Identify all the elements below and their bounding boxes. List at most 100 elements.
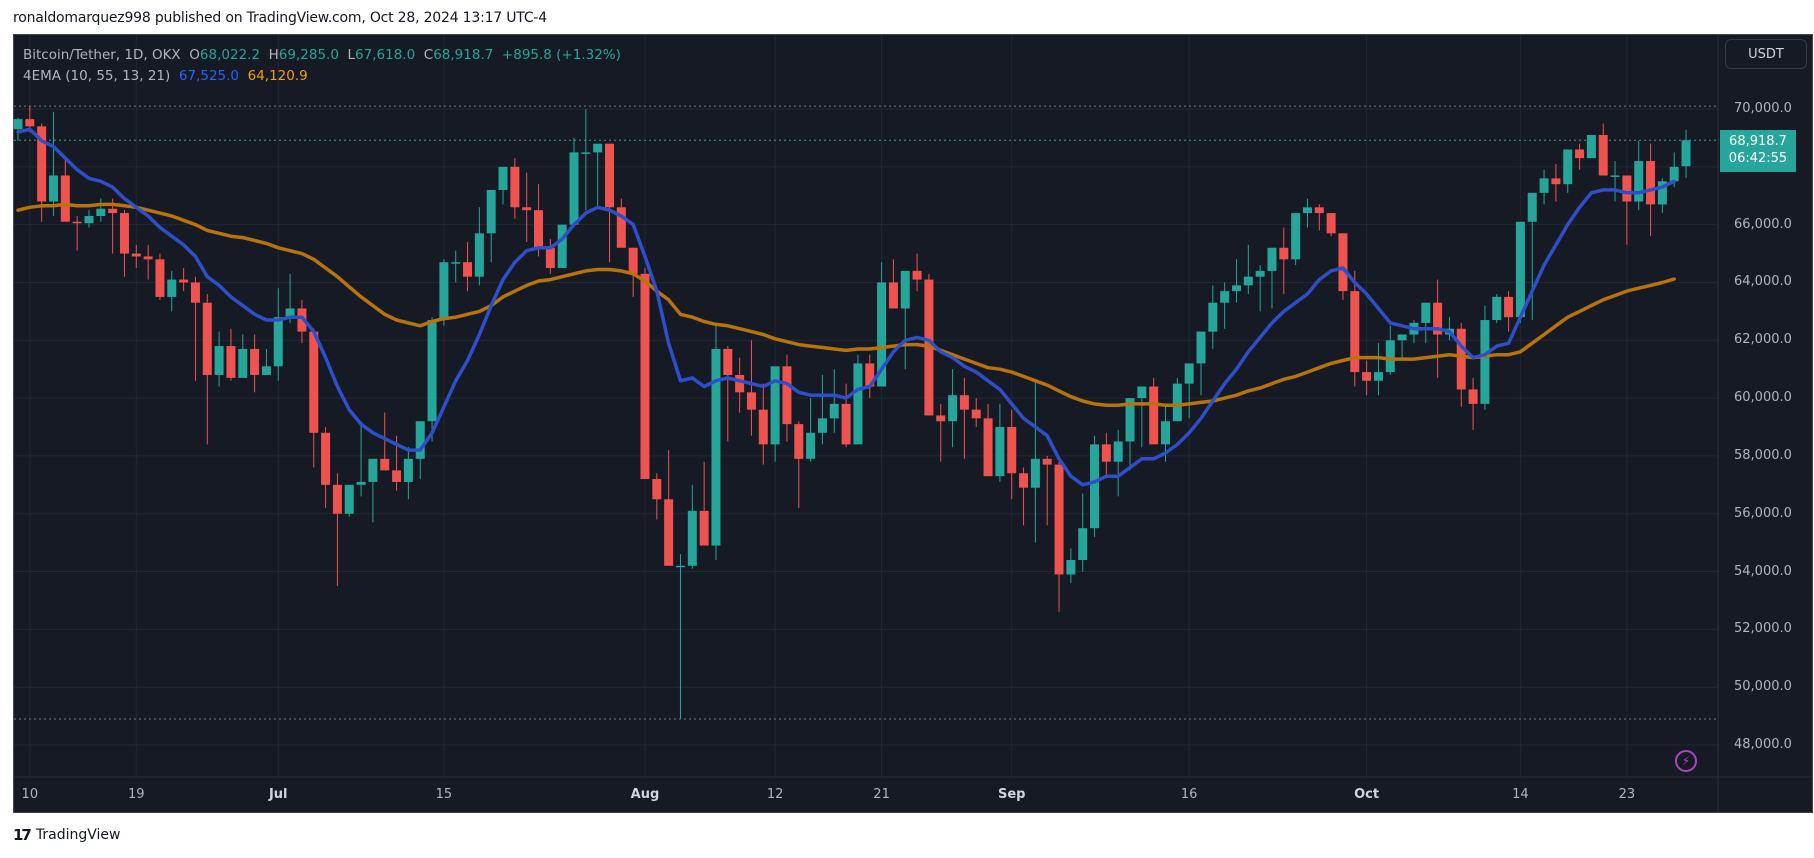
candle-body: [1646, 161, 1656, 205]
candle-body: [250, 348, 260, 375]
candle-body: [297, 308, 307, 332]
candle-body: [841, 403, 851, 445]
candle-body: [1527, 192, 1537, 222]
candle-body: [1243, 276, 1253, 286]
candle-body: [131, 253, 141, 257]
currency-button[interactable]: USDT: [1725, 39, 1807, 69]
candle-body: [948, 395, 958, 422]
high-label: H: [268, 47, 279, 63]
candle-body: [687, 510, 697, 566]
chart-legend: Bitcoin/Tether, 1D, OKX O68,022.2 H69,28…: [23, 45, 621, 87]
candle-body: [1598, 135, 1608, 176]
candle-body: [415, 421, 425, 459]
candle-body: [900, 270, 910, 309]
candle-body: [1007, 427, 1017, 474]
candle-body: [746, 392, 756, 410]
candle-body: [1161, 421, 1171, 445]
candle-body: [545, 247, 555, 269]
candle-body: [498, 166, 508, 190]
candle-body: [285, 308, 295, 318]
candle-body: [1267, 247, 1277, 271]
time-tick-label: Aug: [630, 787, 660, 802]
candle-body: [888, 282, 898, 309]
lightning-icon[interactable]: ⚡: [1675, 750, 1697, 772]
price-tick-label: 66,000.0: [1734, 216, 1792, 232]
price-tick-label: 48,000.0: [1734, 737, 1792, 753]
candle-body: [1172, 383, 1182, 422]
candle-body: [119, 213, 129, 254]
candle-body: [1255, 270, 1265, 277]
price-tick-label: 54,000.0: [1734, 563, 1792, 579]
price-tick-label: 52,000.0: [1734, 621, 1792, 637]
candle-body: [534, 210, 544, 248]
indicator-title[interactable]: 4EMA (10, 55, 13, 21): [23, 68, 171, 84]
open-label: O: [189, 47, 200, 63]
time-tick-label: 19: [128, 787, 145, 802]
candle-body: [605, 143, 614, 208]
candle-body: [1184, 363, 1194, 384]
symbol-title[interactable]: Bitcoin/Tether, 1D, OKX: [23, 47, 181, 63]
candle-body: [758, 409, 768, 445]
candle-body: [782, 366, 792, 425]
candle-body: [877, 282, 887, 387]
candle-body: [806, 432, 816, 459]
candle-body: [1433, 302, 1443, 335]
candle-body: [403, 458, 413, 482]
candle-body: [1314, 207, 1324, 214]
candle-body: [309, 331, 319, 433]
candle-body: [427, 320, 437, 422]
candle-body: [273, 317, 283, 367]
candle-body: [238, 348, 248, 378]
candle-body: [1492, 296, 1502, 321]
publish-line: ronaldomarquez998 published on TradingVi…: [13, 10, 547, 26]
candle-body: [794, 424, 804, 459]
candle-body: [1208, 302, 1218, 332]
candle-body: [959, 395, 969, 410]
tradingview-logo[interactable]: 17 TradingView: [13, 826, 120, 844]
candle-body: [368, 458, 378, 482]
time-tick-label: Sep: [997, 787, 1026, 802]
candle-body: [108, 208, 118, 214]
candle-body: [167, 279, 177, 297]
candle-body: [581, 152, 591, 154]
price-tick-label: 64,000.0: [1734, 274, 1792, 290]
candle-body: [1515, 221, 1525, 318]
candle-body: [96, 208, 106, 216]
bar-countdown: 06:42:55: [1728, 151, 1788, 166]
candle-body: [179, 279, 189, 283]
candle-body: [1090, 444, 1100, 529]
candle-body: [214, 346, 224, 375]
candle-body: [817, 418, 827, 433]
time-tick-label: 12: [766, 787, 784, 802]
candle-body: [1504, 296, 1514, 318]
candle-body: [1669, 166, 1679, 182]
candle-body: [675, 565, 685, 568]
candle-body: [829, 403, 839, 419]
candle-body: [439, 262, 449, 321]
candle-body: [451, 262, 461, 264]
candle-body: [1042, 458, 1052, 465]
ema-line: [16, 127, 1676, 487]
candle-body: [593, 143, 603, 153]
candle-body: [1326, 213, 1336, 234]
candle-body: [226, 346, 236, 378]
candle-body: [616, 207, 626, 248]
candle-body: [865, 363, 875, 387]
candle-body: [1113, 441, 1123, 462]
candle-body: [344, 484, 354, 514]
candle-body: [510, 166, 520, 208]
candle-body: [486, 189, 496, 234]
ema-line: [16, 202, 1676, 408]
candle-body: [1610, 175, 1620, 177]
candle-body: [37, 126, 47, 202]
candle-body: [1196, 331, 1206, 364]
candle-body: [1125, 398, 1135, 442]
time-tick-label: 15: [435, 787, 453, 802]
candle-body: [557, 224, 567, 269]
candle-body: [1551, 178, 1561, 185]
candle-body: [1350, 291, 1360, 373]
price-tick-label: 58,000.0: [1734, 447, 1792, 463]
time-tick-label: 23: [1618, 787, 1636, 802]
close-label: C: [423, 47, 434, 63]
